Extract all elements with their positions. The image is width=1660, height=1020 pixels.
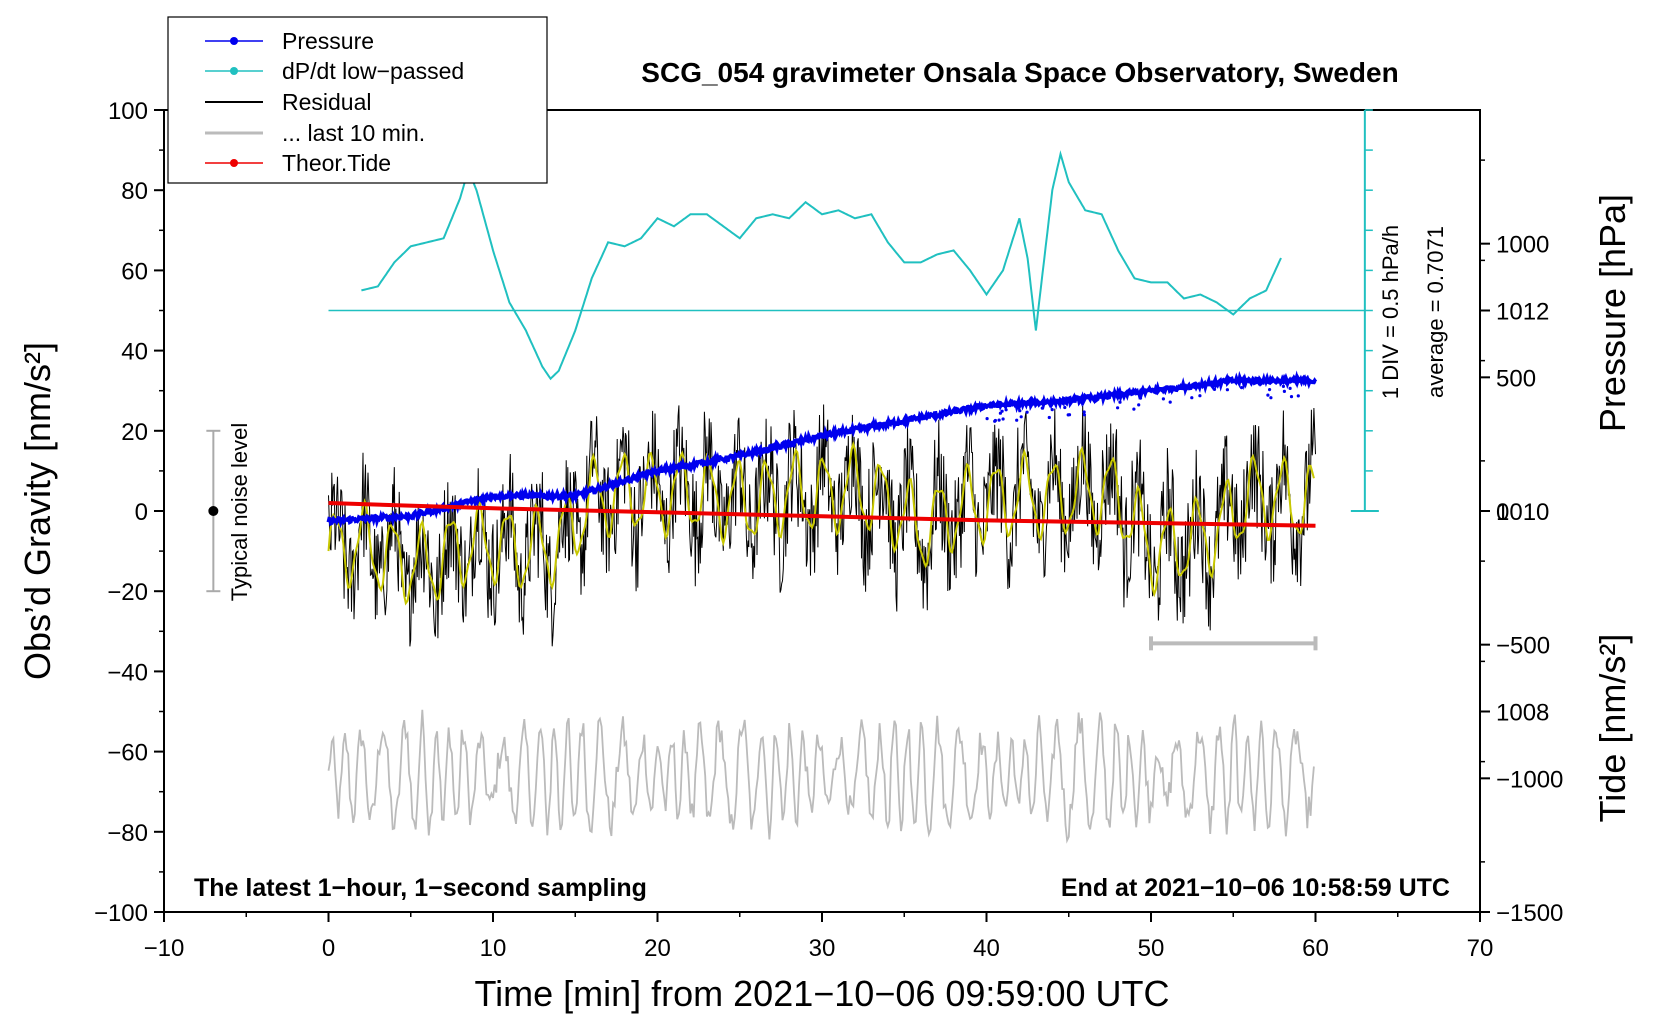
pressure-point	[1212, 387, 1217, 391]
pressure-point	[1047, 415, 1051, 420]
legend-entry-last10: ... last 10 min.	[205, 120, 425, 146]
x-tick-label: 0	[322, 935, 335, 962]
pressure-point	[1161, 397, 1165, 401]
legend-marker-dpdt	[230, 67, 238, 75]
pressure-point	[1082, 413, 1086, 417]
tide-tick-label: −1000	[1496, 766, 1563, 793]
y-tick-label: −60	[107, 740, 148, 767]
pressure-point	[1004, 408, 1008, 412]
pressure-point	[1225, 388, 1229, 392]
x-tick-label: 70	[1467, 935, 1494, 962]
legend-label-dpdt: dP/dt low−passed	[282, 58, 464, 84]
pressure-point	[1198, 394, 1202, 398]
x-tick-label: 40	[973, 935, 1000, 962]
pressure-point	[1015, 418, 1019, 422]
pressure-point	[998, 411, 1003, 415]
pressure-point	[1118, 400, 1122, 404]
legend: Pressure dP/dt low−passed Residual ... l…	[167, 16, 548, 184]
x-tick-label: 20	[644, 935, 671, 962]
tide-tick-label: −1500	[1496, 900, 1563, 927]
y-tick-label: −100	[94, 900, 148, 927]
sampling-annotation: The latest 1−hour, 1−second sampling	[194, 874, 647, 902]
chart-title: SCG_054 gravimeter Onsala Space Observat…	[641, 57, 1398, 88]
pressure-point	[1137, 403, 1141, 407]
noise-bar-dot	[208, 506, 219, 516]
x-tick-label: 50	[1138, 935, 1165, 962]
y-tick-label: −20	[107, 579, 148, 606]
dpdt-line	[361, 150, 1282, 381]
legend-entry-tide: Theor.Tide	[205, 150, 391, 176]
y-tick-label: 100	[108, 98, 148, 125]
legend-entry-pressure: Pressure	[205, 28, 374, 54]
pressure-point	[1066, 413, 1070, 417]
legend-label-pressure: Pressure	[282, 28, 374, 54]
pressure-point	[1082, 410, 1086, 414]
legend-entry-dpdt: dP/dt low−passed	[205, 58, 464, 84]
tide-tick-label: −500	[1496, 633, 1550, 660]
pressure-point	[1025, 410, 1029, 414]
pressure-point	[1269, 396, 1273, 400]
pressure-point	[1266, 393, 1270, 397]
dpdt-scale-label: 1 DIV = 0.5 hPa/h	[1378, 225, 1403, 399]
legend-marker-pressure	[230, 37, 238, 45]
legend-box	[167, 16, 548, 184]
pressure-point	[1190, 396, 1194, 400]
legend-label-last10: ... last 10 min.	[282, 120, 425, 146]
pressure-point	[1240, 386, 1244, 390]
y-axis-label: Obs’d Gravity [nm/s²]	[17, 342, 58, 680]
tide-tick-label: 500	[1496, 365, 1536, 392]
y-tick-label: 60	[121, 258, 148, 285]
noise-level-label: Typical noise level	[227, 423, 252, 602]
smoothed-residual-line	[327, 440, 1315, 606]
pressure-tick-label: 1010	[1496, 499, 1549, 526]
last10-line	[327, 709, 1315, 844]
y-tick-label: −80	[107, 820, 148, 847]
pressure-line	[326, 370, 1318, 529]
pressure-point	[997, 418, 1001, 422]
y-tick-label: 80	[121, 178, 148, 205]
pressure-point	[1282, 389, 1286, 393]
tide-tick-label: 1000	[1496, 232, 1549, 259]
tide-line	[328, 501, 1316, 528]
pressure-point	[1050, 408, 1054, 412]
pressure-point	[1288, 386, 1292, 390]
legend-label-tide: Theor.Tide	[282, 150, 391, 176]
legend-label-residual: Residual	[282, 89, 372, 115]
legend-marker-tide	[230, 159, 238, 167]
pressure-point	[993, 418, 998, 423]
pressure-point	[985, 417, 989, 421]
pressure-tick-label: 1008	[1496, 700, 1549, 727]
pressure-point	[1138, 396, 1143, 400]
pressure-point	[1018, 409, 1022, 413]
pressure-tick-label: 1012	[1496, 299, 1549, 326]
pressure-point	[1132, 407, 1136, 411]
tide-axis-label: Tide [nm/s²]	[1592, 634, 1633, 823]
pressure-point	[1281, 384, 1285, 388]
y-tick-label: 20	[121, 419, 148, 446]
y-tick-label: −40	[107, 659, 148, 686]
y-tick-label: 40	[121, 339, 148, 366]
x-tick-label: 30	[809, 935, 836, 962]
x-tick-label: 10	[480, 935, 507, 962]
pressure-point	[1116, 406, 1120, 410]
tide-tick-label: 0	[1496, 499, 1509, 526]
pressure-point	[1168, 400, 1172, 404]
x-tick-label: −10	[144, 935, 185, 962]
legend-entry-residual: Residual	[205, 89, 372, 115]
dpdt-average-label: average = 0.7071	[1423, 226, 1448, 398]
x-axis-label: Time [min] from 2021−10−06 09:59:00 UTC	[474, 973, 1169, 1014]
x-tick-label: 60	[1302, 935, 1329, 962]
end-time-annotation: End at 2021−10−06 10:58:59 UTC	[1061, 874, 1450, 902]
pressure-axis-label: Pressure [hPa]	[1592, 194, 1633, 432]
pressure-point	[1040, 406, 1044, 410]
y-tick-label: 0	[135, 499, 148, 526]
pressure-point	[1289, 395, 1294, 399]
pressure-point	[1019, 415, 1023, 419]
pressure-point	[1296, 394, 1300, 398]
pressure-point	[1063, 405, 1067, 410]
pressure-point	[1001, 417, 1005, 421]
pressure-point	[1268, 388, 1272, 392]
